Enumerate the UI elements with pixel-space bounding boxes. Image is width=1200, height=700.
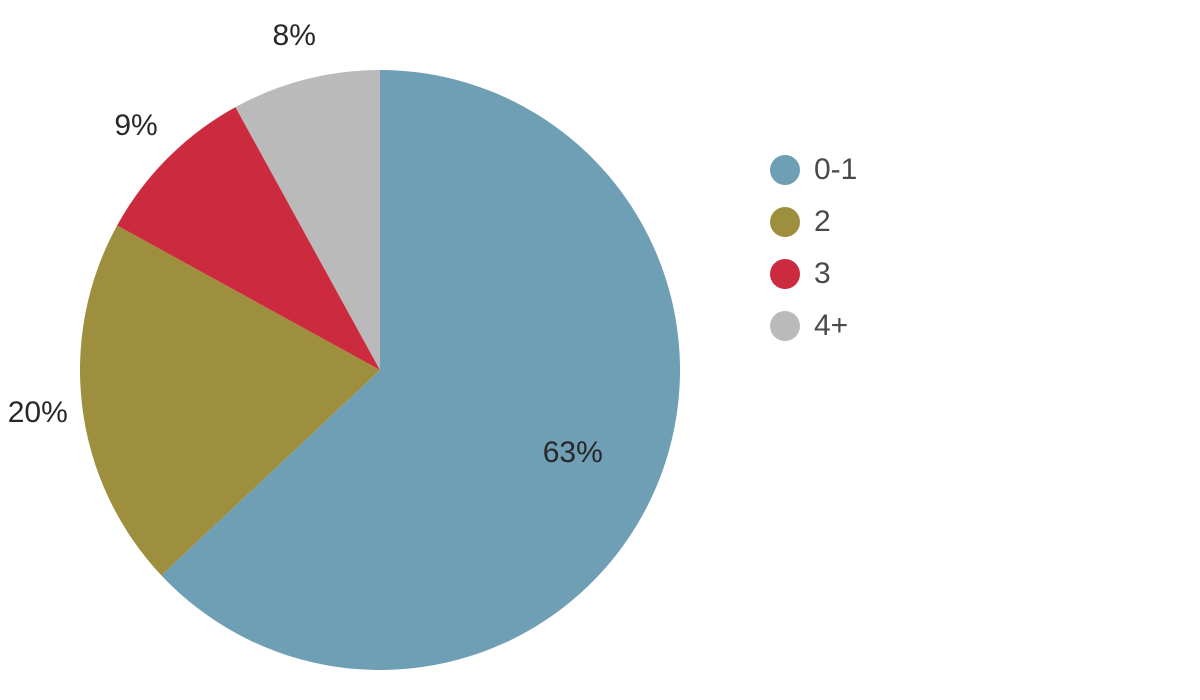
legend-swatch-0 [770,155,800,185]
legend-label-2: 3 [814,257,831,291]
legend-swatch-2 [770,259,800,289]
pie-chart [0,0,1200,700]
slice-label-s2: 9% [114,109,157,143]
pie-chart-container: 63% 20% 9% 8% 0-1 2 3 4+ [0,0,1200,700]
legend-item-1: 2 [770,207,857,237]
legend-swatch-1 [770,207,800,237]
legend-swatch-3 [770,311,800,341]
legend-item-2: 3 [770,259,857,289]
legend-label-3: 4+ [814,309,848,343]
legend-item-0: 0-1 [770,155,857,185]
legend: 0-1 2 3 4+ [770,155,857,363]
legend-label-0: 0-1 [814,153,857,187]
slice-label-s0: 63% [543,436,603,470]
legend-item-3: 4+ [770,311,857,341]
slice-label-s3: 8% [273,19,316,53]
slice-label-s1: 20% [8,396,68,430]
legend-label-1: 2 [814,205,831,239]
